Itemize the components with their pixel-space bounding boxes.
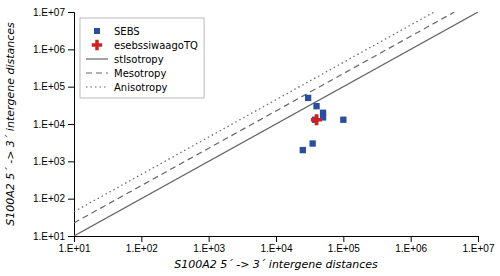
- reference-line: [74, 12, 434, 212]
- y-axis-title: S100A2 5´ -> 3´ intergene distances: [4, 22, 17, 226]
- legend-label: esebssiwaagoTQ: [114, 40, 198, 51]
- legend-entry: SEBS: [94, 26, 140, 37]
- legend-entry: stIsotropy: [86, 54, 164, 65]
- x-tick: 1.E+06: [395, 236, 427, 254]
- x-tick-label: 1.E+07: [463, 243, 495, 254]
- legend-frame: [80, 18, 204, 98]
- legend-label: Anisotropy: [114, 82, 168, 93]
- y-tick-label: 1.E+03: [33, 156, 65, 167]
- point: [300, 147, 306, 153]
- x-tick-label: 1.E+03: [193, 243, 225, 254]
- legend-swatch: [92, 40, 102, 50]
- x-tick-mark: [478, 236, 479, 242]
- y-tick: 1.E+01: [33, 231, 74, 242]
- y-tick-mark: [68, 12, 74, 13]
- legend-entry: Anisotropy: [86, 82, 168, 93]
- x-tick: 1.E+03: [193, 236, 225, 254]
- y-tick-mark: [68, 49, 74, 50]
- y-tick: 1.E+05: [33, 81, 74, 92]
- legend-swatch: [94, 28, 100, 34]
- x-tick-mark: [276, 236, 277, 242]
- x-tick-mark: [411, 236, 412, 242]
- y-tick: 1.E+04: [33, 119, 74, 130]
- legend: SEBS esebssiwaagoTQ stIsotropy Mesotropy Ani…: [80, 18, 204, 98]
- x-tick: 1.E+05: [328, 236, 360, 254]
- point: [309, 140, 315, 146]
- point: [305, 95, 311, 101]
- x-axis: 1.E+01 1.E+02 1.E+03 1.E+04 1.E+05 1.E+06 1.E+…: [59, 236, 495, 254]
- legend-swatch: [86, 86, 108, 87]
- y-tick: 1.E+06: [33, 44, 74, 55]
- x-axis-line: [75, 237, 479, 243]
- y-tick-label: 1.E+05: [33, 81, 65, 92]
- plot-background: [74, 12, 478, 236]
- marks: [74, 12, 478, 236]
- chart: 1.E+01 1.E+02 1.E+03 1.E+04 1.E+05 1.E+06 1.E+…: [0, 0, 500, 276]
- plot: 1.E+01 1.E+02 1.E+03 1.E+04 1.E+05 1.E+06 1.E+…: [33, 7, 495, 254]
- x-tick-label: 1.E+02: [126, 243, 158, 254]
- y-tick-label: 1.E+01: [33, 231, 65, 242]
- point: [313, 103, 319, 109]
- y-tick: 1.E+03: [33, 156, 74, 167]
- y-tick: 1.E+07: [33, 7, 74, 18]
- reference-line: [74, 12, 454, 223]
- x-tick-mark: [209, 236, 210, 242]
- legend-swatch: [86, 58, 108, 59]
- x-tick-label: 1.E+05: [328, 243, 360, 254]
- y-tick-mark: [68, 124, 74, 125]
- y-tick-label: 1.E+06: [33, 44, 65, 55]
- y-axis-line: [68, 13, 75, 237]
- point: [340, 117, 346, 123]
- y-axis: 1.E+01 1.E+02 1.E+03 1.E+04 1.E+05 1.E+06 1.E+…: [33, 7, 74, 242]
- x-tick-mark: [141, 236, 142, 242]
- x-tick: 1.E+02: [126, 236, 158, 254]
- y-tick-mark: [68, 87, 74, 88]
- y-tick-label: 1.E+02: [33, 193, 65, 204]
- y-tick-label: 1.E+07: [33, 7, 65, 18]
- x-tick: 1.E+04: [261, 236, 293, 254]
- legend-entry: Mesotropy: [86, 68, 166, 79]
- point: [311, 114, 322, 125]
- y-tick: 1.E+02: [33, 193, 74, 204]
- y-tick-mark: [68, 161, 74, 162]
- legend-swatch: [86, 72, 108, 73]
- y-tick-mark: [68, 236, 74, 237]
- x-tick-mark: [343, 236, 344, 242]
- x-tick-label: 1.E+06: [395, 243, 427, 254]
- reference-line: [74, 12, 478, 236]
- x-tick-label: 1.E+01: [59, 243, 91, 254]
- y-tick-mark: [68, 199, 74, 200]
- y-tick-label: 1.E+04: [33, 119, 65, 130]
- legend-label: SEBS: [114, 26, 140, 37]
- x-tick: 1.E+07: [463, 236, 495, 254]
- x-axis-title: S100A2 5´ -> 3´ intergene distances: [174, 258, 378, 271]
- legend-label: stIsotropy: [114, 54, 164, 65]
- legend-entry: esebssiwaagoTQ: [92, 40, 198, 51]
- x-tick-label: 1.E+04: [261, 243, 293, 254]
- legend-label: Mesotropy: [114, 68, 166, 79]
